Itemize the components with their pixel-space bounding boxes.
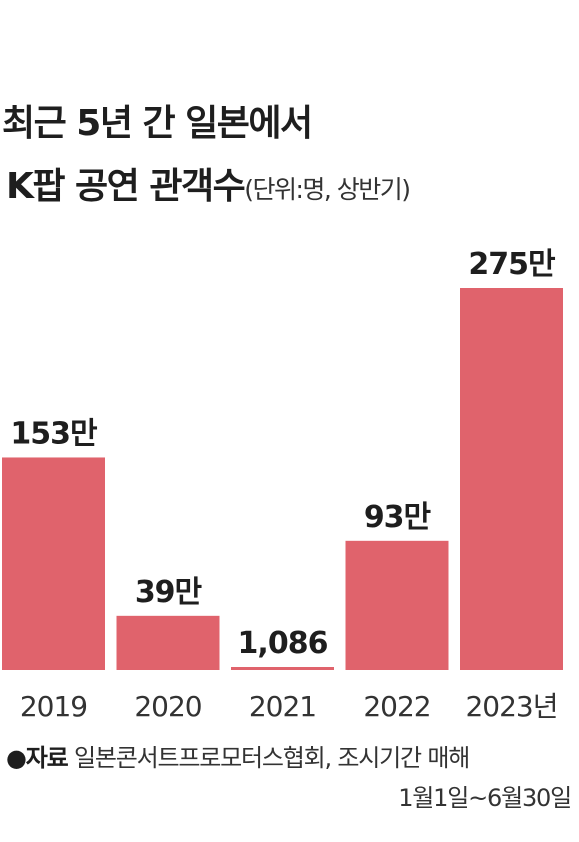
value-label-2020: 39만 bbox=[135, 575, 203, 610]
bar-2022 bbox=[345, 540, 449, 670]
bullet-icon: ● bbox=[6, 744, 27, 772]
category-label-2021: 2021 bbox=[249, 690, 316, 723]
value-label-2019: 153만 bbox=[10, 416, 98, 451]
bar-2021 bbox=[231, 667, 334, 670]
category-label-2019: 2019 bbox=[20, 690, 87, 723]
chart-unit-note: (단위:명, 상반기) bbox=[244, 175, 411, 204]
category-label-2022: 2022 bbox=[363, 690, 430, 723]
bar-2023년 bbox=[460, 288, 563, 670]
source-period: 1월1일~6월30일 bbox=[398, 784, 572, 812]
source-label: 자료 bbox=[25, 744, 69, 772]
bar-2020 bbox=[116, 615, 220, 670]
value-label-2021: 1,086 bbox=[238, 626, 328, 661]
category-label-2023년: 2023년 bbox=[465, 690, 557, 723]
chart-title-main: K팝 공연 관객수 bbox=[6, 166, 246, 207]
chart-title-line1: 최근 5년 간 일본에서 bbox=[2, 103, 313, 144]
value-label-2023년: 275만 bbox=[468, 247, 556, 282]
chart-title-line2: K팝 공연 관객수(단위:명, 상반기) bbox=[6, 157, 411, 209]
source-text: 일본콘서트프로모터스협회, 조시기간 매해 bbox=[73, 744, 470, 772]
bar-2019 bbox=[2, 457, 105, 670]
value-label-2022: 93만 bbox=[364, 500, 432, 535]
source-note: ●자료 일본콘서트프로모터스협회, 조시기간 매해 bbox=[6, 738, 470, 773]
category-label-2020: 2020 bbox=[134, 690, 201, 723]
